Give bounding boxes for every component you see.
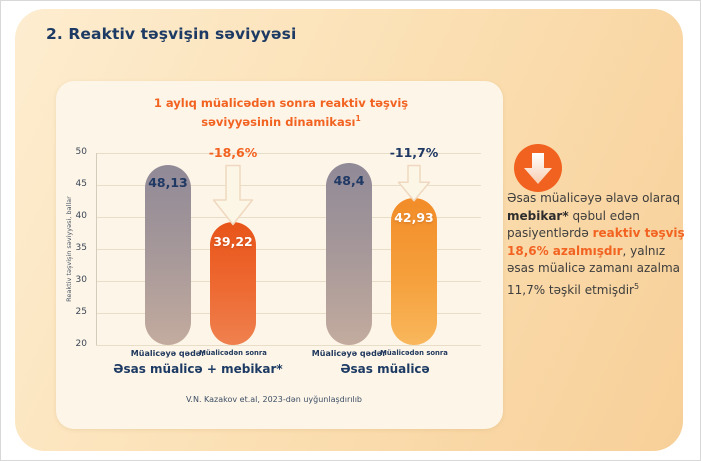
bar-value-label: 48,4 bbox=[333, 173, 365, 189]
decrease-arrow-icon bbox=[397, 164, 431, 206]
y-tick-label: 50 bbox=[75, 147, 87, 157]
change-label: -18,6% bbox=[208, 145, 258, 160]
bar bbox=[391, 198, 437, 345]
y-tick-label: 30 bbox=[75, 275, 87, 285]
y-tick-label: 40 bbox=[75, 211, 87, 221]
info-text-segment: qəbul edən pasiyentlərdə bbox=[507, 208, 640, 241]
decrease-arrow-icon bbox=[212, 164, 254, 230]
group-label: Əsas müalicə + mebikar* bbox=[113, 362, 283, 376]
bar bbox=[210, 221, 256, 345]
bar bbox=[145, 164, 191, 345]
info-text: Əsas müalicəyə əlavə olaraq mebikar* qəb… bbox=[507, 190, 693, 299]
chart-title-line2: səviyyəsinin dinamikası bbox=[201, 114, 356, 129]
gridline bbox=[96, 281, 481, 282]
bar-category-label: Müalicəyə qədər bbox=[130, 349, 206, 358]
bar-category-label: Müalicədən sonra bbox=[380, 349, 448, 357]
y-tick-label: 45 bbox=[75, 179, 87, 189]
group-label: Əsas müalicə bbox=[340, 362, 430, 376]
bar-category-label: Müalicəyə qədər bbox=[311, 349, 387, 358]
gridline bbox=[96, 217, 481, 218]
gridline bbox=[96, 249, 481, 250]
gridline bbox=[96, 345, 481, 346]
info-text-segment-bold: mebikar* bbox=[507, 208, 569, 223]
down-arrow-circle-icon bbox=[513, 143, 563, 193]
info-text-segment: , yalnız əsas müalicə zamanı azalma 11,7… bbox=[507, 243, 680, 297]
change-label: -11,7% bbox=[389, 145, 439, 160]
y-tick-label: 35 bbox=[75, 243, 87, 253]
y-tick-label: 25 bbox=[75, 307, 87, 317]
info-text-segment-highlight: reaktiv təşviş 18,6% azalmışdır bbox=[507, 226, 685, 258]
info-text-segment: Əsas müalicəyə əlavə olaraq bbox=[507, 191, 681, 205]
bar-value-label: 42,93 bbox=[394, 210, 434, 226]
bar bbox=[326, 163, 372, 345]
chart-title-superscript: 1 bbox=[355, 114, 361, 123]
info-text-superscript: 5 bbox=[633, 281, 640, 291]
chart-title-line1: 1 aylıq müalicədən sonra reaktiv təşviş bbox=[153, 96, 409, 110]
y-axis-line bbox=[96, 153, 97, 345]
page-title: 2. Reaktiv təşvişin səviyyəsi bbox=[46, 25, 297, 43]
y-tick-label: 20 bbox=[75, 339, 87, 349]
bar-category-label: Müalicədən sonra bbox=[199, 349, 267, 357]
bar-value-label: 48,13 bbox=[148, 174, 188, 190]
gridline bbox=[96, 313, 481, 314]
chart-title: 1 aylıq müalicədən sonra reaktiv təşviş … bbox=[101, 96, 461, 130]
gridline bbox=[96, 185, 481, 186]
bar-value-label: 39,22 bbox=[213, 233, 253, 249]
gridline bbox=[96, 153, 481, 154]
source-note: V.N. Kazakov et.al, 2023-dən uyğunlaşdır… bbox=[185, 395, 362, 404]
